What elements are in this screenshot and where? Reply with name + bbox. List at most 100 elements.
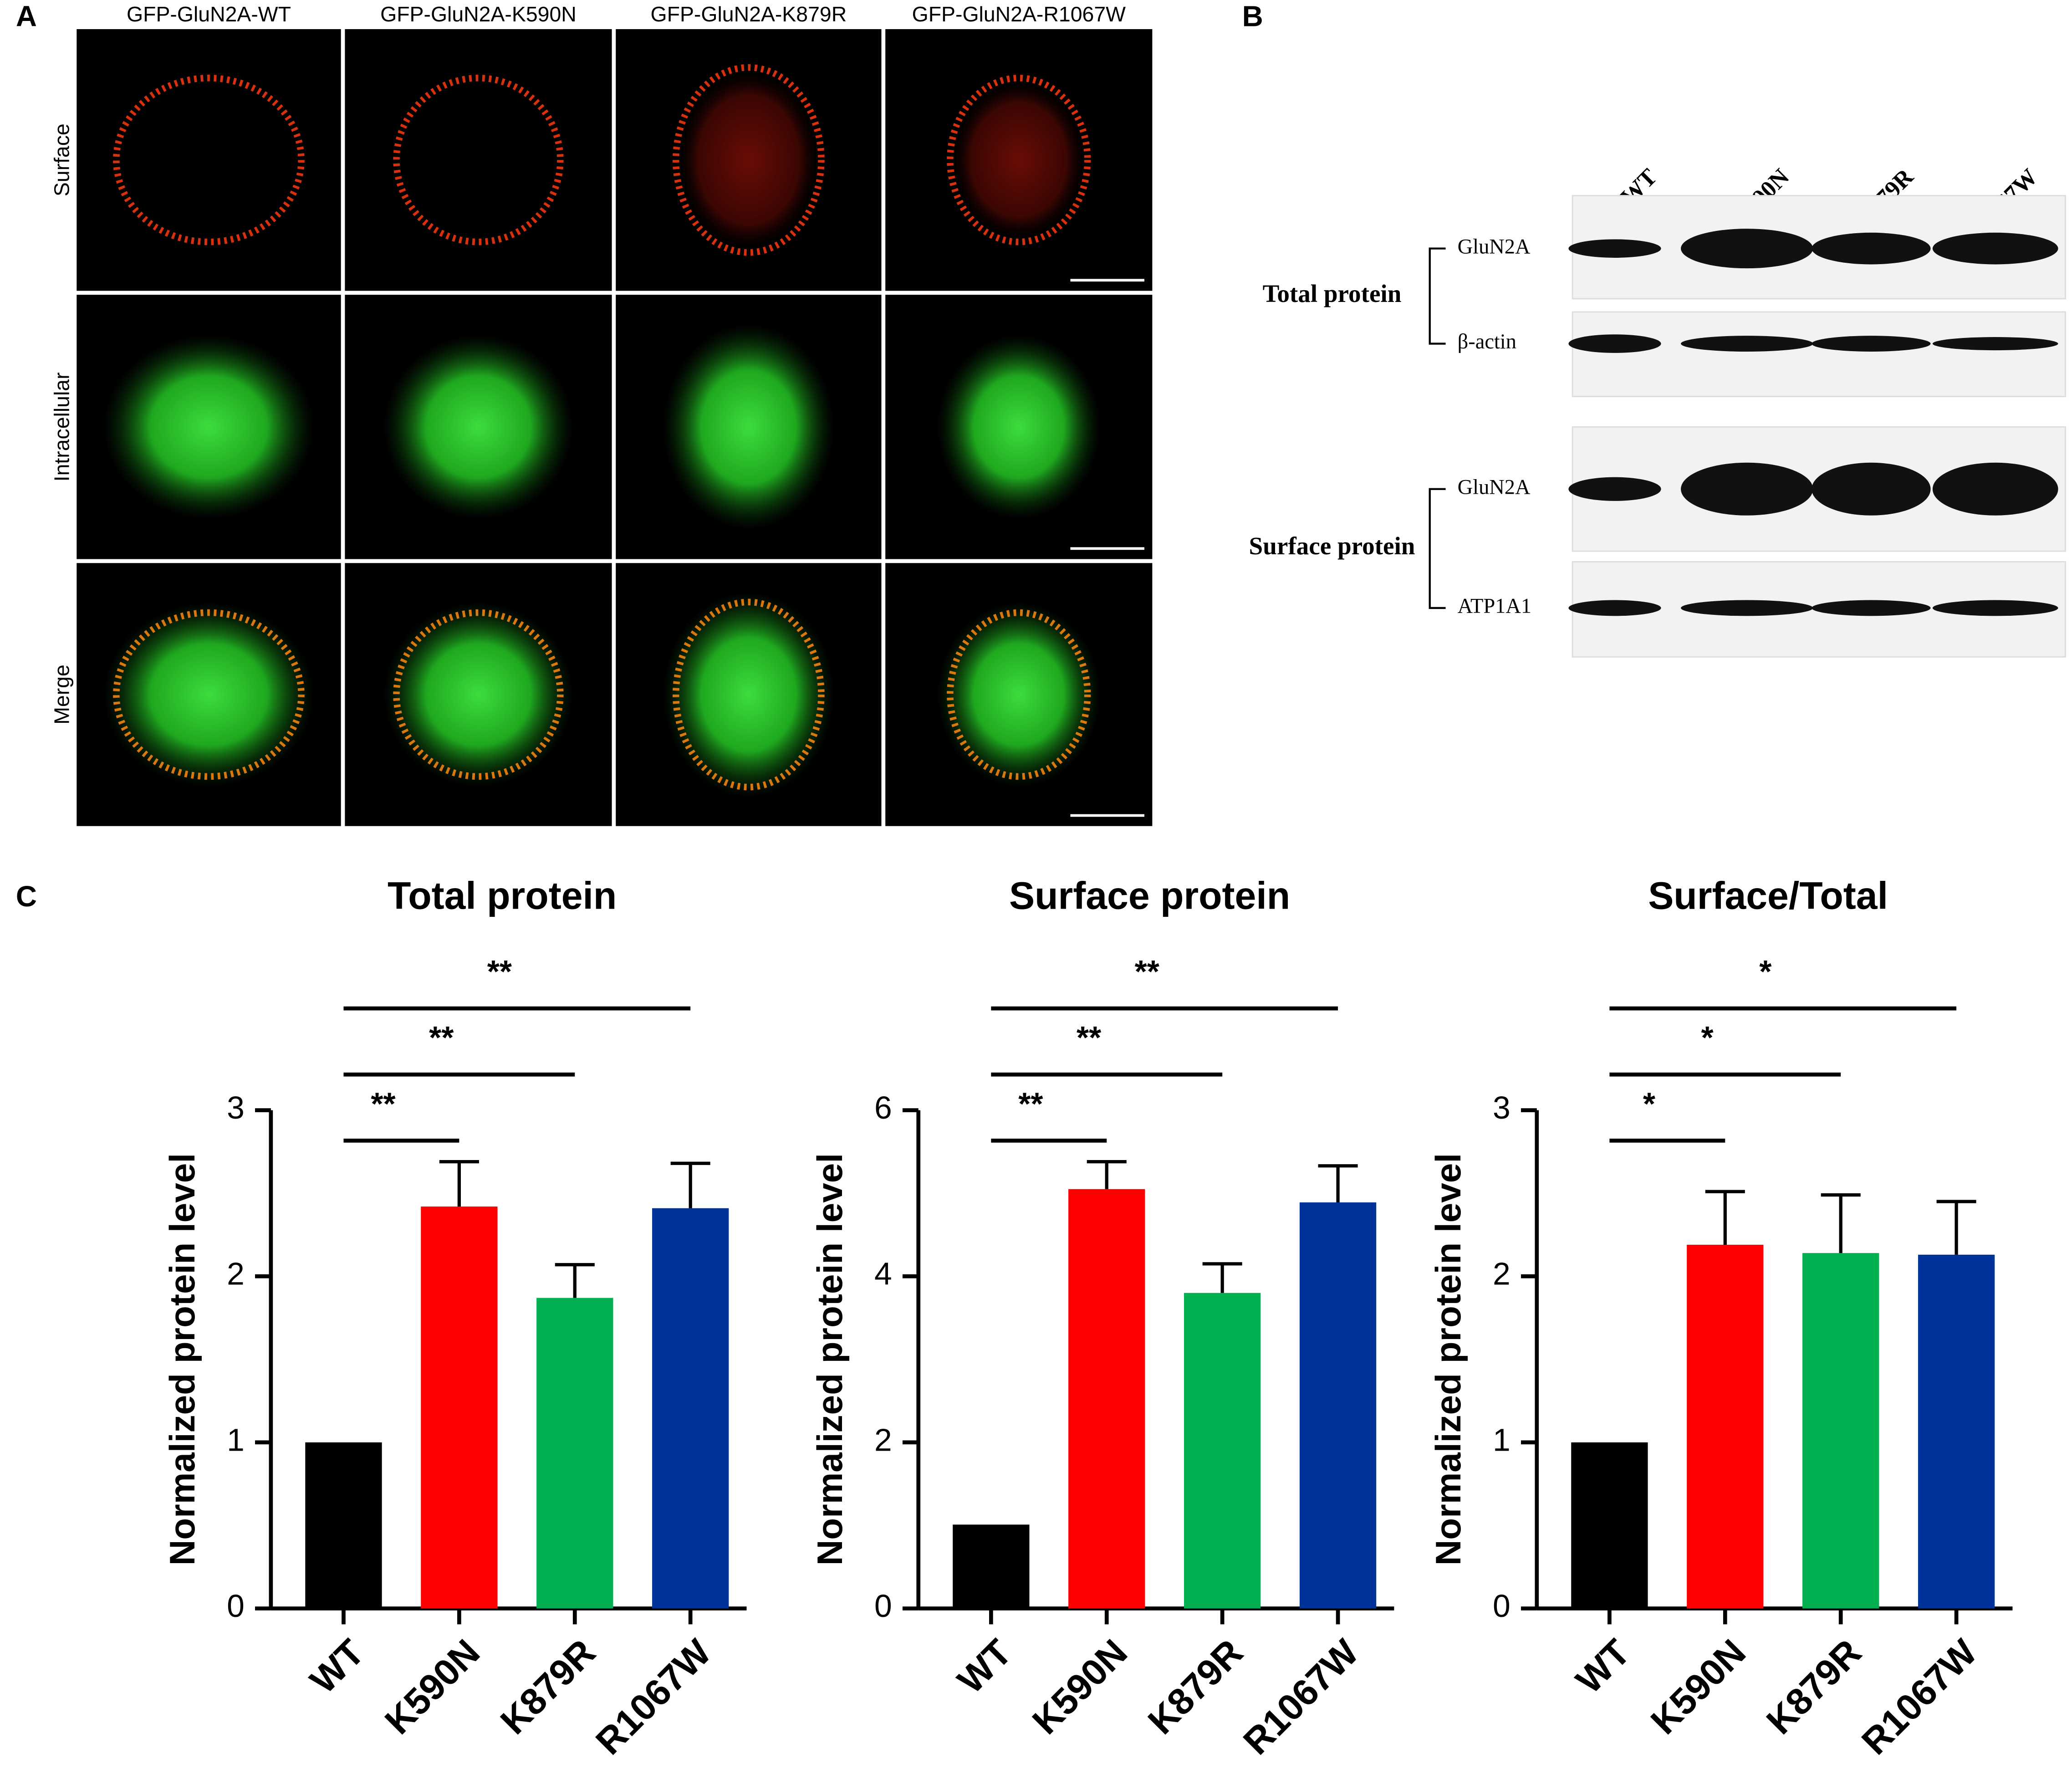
blot-strip xyxy=(1572,311,2066,398)
bar xyxy=(421,1206,498,1609)
y-tick-label: 1 xyxy=(227,1422,245,1457)
green-signal xyxy=(103,334,315,520)
y-axis-label: Normalized protein level xyxy=(162,1153,202,1565)
band xyxy=(1932,337,2058,351)
error-bar xyxy=(1202,1262,1242,1293)
panel-label: C xyxy=(16,880,37,913)
error-bar xyxy=(555,1263,595,1298)
bracket xyxy=(1429,488,1446,609)
group-label: Surface protein xyxy=(1249,532,1415,560)
error-bar xyxy=(1318,1164,1358,1202)
significance-label: ** xyxy=(1135,954,1160,989)
bar xyxy=(652,1208,729,1609)
y-tick-label: 2 xyxy=(227,1256,245,1292)
bar xyxy=(1918,1254,1995,1609)
band-label: β-actin xyxy=(1458,330,1516,353)
chart-title: Surface protein xyxy=(1009,874,1290,917)
significance-label: ** xyxy=(371,1086,396,1121)
y-tick-label: 6 xyxy=(874,1090,892,1125)
chart-title: Surface/Total xyxy=(1648,874,1888,917)
error-bar xyxy=(439,1160,479,1207)
band xyxy=(1681,600,1813,616)
band xyxy=(1568,477,1661,501)
significance-label: ** xyxy=(1077,1020,1102,1055)
band xyxy=(1568,600,1661,616)
bar xyxy=(1571,1442,1648,1609)
band xyxy=(1932,462,2058,516)
column-header: GFP-GluN2A-R1067W xyxy=(912,2,1126,26)
y-axis-label: Normalized protein level xyxy=(810,1153,850,1565)
bar xyxy=(1299,1202,1377,1609)
panel-label: A xyxy=(16,0,37,33)
row-label: Intracellular xyxy=(50,372,74,481)
significance-label: ** xyxy=(429,1020,454,1055)
band xyxy=(1681,336,1813,352)
band xyxy=(1568,239,1661,258)
red-membrane xyxy=(113,609,305,780)
y-tick-label: 2 xyxy=(874,1422,892,1457)
red-membrane xyxy=(113,75,305,245)
row-label: Merge xyxy=(50,665,74,725)
y-tick-label: 0 xyxy=(1493,1588,1511,1624)
panel-label: B xyxy=(1242,0,1263,33)
y-tick-label: 3 xyxy=(1493,1090,1511,1125)
band xyxy=(1812,600,1931,616)
band-label: GluN2A xyxy=(1458,235,1531,258)
significance-label: ** xyxy=(487,954,512,989)
significance-label: ** xyxy=(1018,1086,1043,1121)
bar xyxy=(536,1298,613,1609)
red-membrane xyxy=(947,609,1091,780)
red-membrane xyxy=(393,609,564,780)
band-label: GluN2A xyxy=(1458,475,1531,499)
band xyxy=(1812,336,1931,352)
band xyxy=(1812,462,1931,516)
red-membrane xyxy=(673,598,825,791)
band xyxy=(1568,334,1661,353)
y-axis-label: Normalized protein level xyxy=(1428,1153,1468,1565)
band xyxy=(1932,600,2058,616)
red-membrane xyxy=(393,75,564,245)
error-bar xyxy=(1936,1200,1976,1255)
band xyxy=(1681,229,1813,269)
significance-label: * xyxy=(1759,954,1772,989)
green-signal xyxy=(937,334,1101,520)
bar xyxy=(1802,1253,1879,1609)
error-bar xyxy=(1821,1193,1861,1253)
error-bar xyxy=(1087,1160,1127,1189)
error-bar xyxy=(1705,1190,1745,1245)
significance-label: * xyxy=(1701,1020,1714,1055)
red-diffuse xyxy=(950,78,1088,242)
band xyxy=(1932,232,2058,265)
column-header: GFP-GluN2A-K879R xyxy=(651,2,847,26)
y-tick-label: 0 xyxy=(874,1588,892,1624)
green-signal xyxy=(663,591,835,798)
micrograph xyxy=(77,29,341,291)
bracket xyxy=(1429,247,1446,345)
red-diffuse xyxy=(676,67,822,253)
y-tick-label: 2 xyxy=(1493,1256,1511,1292)
bar xyxy=(953,1524,1030,1609)
bar xyxy=(1687,1244,1764,1609)
y-tick-label: 0 xyxy=(227,1588,245,1624)
red-membrane xyxy=(947,75,1091,245)
micrograph xyxy=(345,29,612,291)
column-header: GFP-GluN2A-WT xyxy=(127,2,291,26)
green-signal xyxy=(663,324,835,530)
error-bar xyxy=(670,1161,710,1208)
red-membrane xyxy=(673,64,825,256)
y-tick-label: 3 xyxy=(227,1090,245,1125)
y-tick-label: 4 xyxy=(874,1256,892,1292)
chart-title: Total protein xyxy=(388,874,617,917)
green-signal xyxy=(383,334,574,520)
band xyxy=(1812,232,1931,265)
green-signal xyxy=(103,602,315,787)
y-tick-label: 1 xyxy=(1493,1422,1511,1457)
band xyxy=(1681,462,1813,516)
significance-label: * xyxy=(1643,1086,1656,1121)
bar xyxy=(1068,1189,1145,1609)
group-label: Total protein xyxy=(1263,280,1402,307)
band-label: ATP1A1 xyxy=(1458,595,1531,618)
bar xyxy=(305,1442,382,1609)
